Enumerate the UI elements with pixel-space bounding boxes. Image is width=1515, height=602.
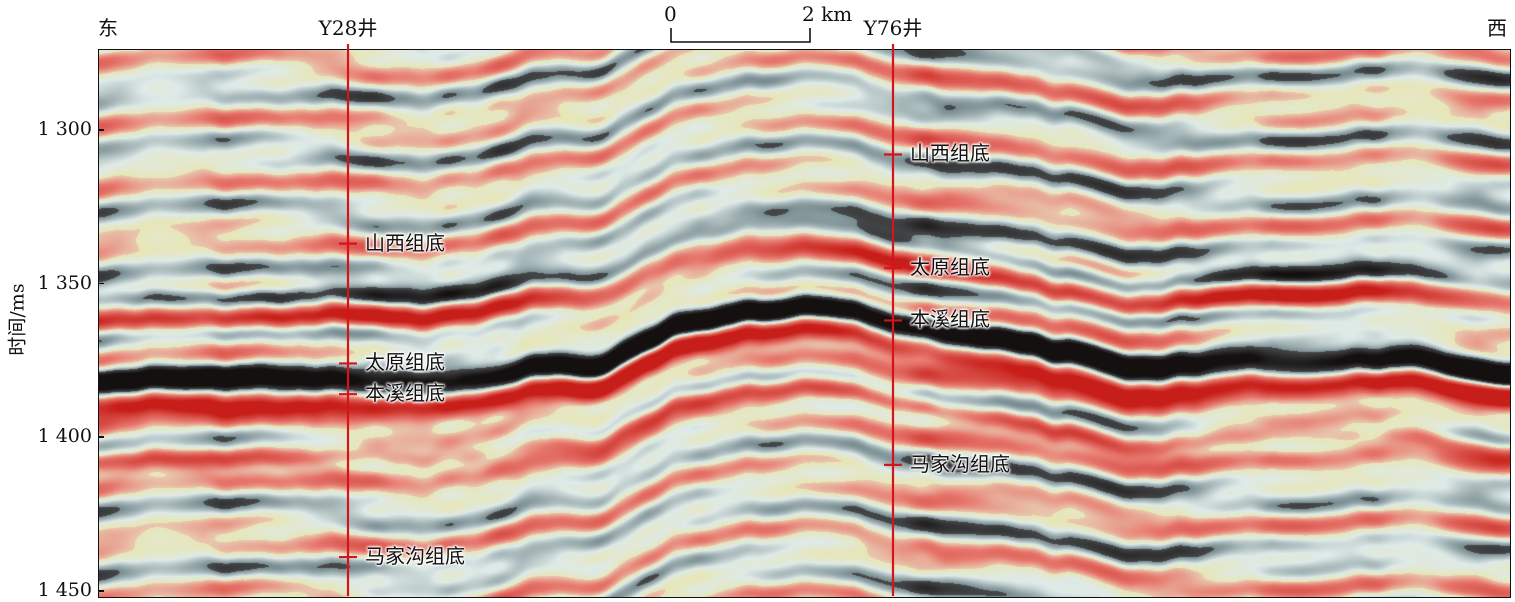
scale-bar-start-label: 0 <box>664 2 677 26</box>
horizon-label: 马家沟组底 <box>365 544 465 569</box>
direction-label-west: 西 <box>1487 16 1507 40</box>
y-tick-mark <box>98 590 104 592</box>
well-name-label: Y28井 <box>318 16 378 40</box>
horizon-label: 本溪组底 <box>365 381 445 406</box>
y-tick-label: 1 400 <box>37 425 92 448</box>
y-tick-label: 1 450 <box>37 578 92 601</box>
horizon-label: 山西组底 <box>365 230 445 255</box>
seismic-section-image <box>99 50 1510 597</box>
horizon-label: 太原组底 <box>910 255 990 280</box>
direction-label-east: 东 <box>98 16 118 40</box>
horizon-label: 山西组底 <box>910 141 990 166</box>
horizon-label: 马家沟组底 <box>910 451 1010 476</box>
y-tick-mark <box>98 129 104 131</box>
scale-bar-end-label: 2 km <box>802 2 853 26</box>
well-name-label: Y76井 <box>863 16 923 40</box>
horizon-label: 本溪组底 <box>910 307 990 332</box>
horizon-label: 太原组底 <box>365 350 445 375</box>
y-tick-mark <box>98 436 104 438</box>
y-tick-mark <box>98 282 104 285</box>
scale-bar-line <box>670 28 811 43</box>
y-tick-label: 1 350 <box>37 271 92 294</box>
y-tick-label: 1 300 <box>37 117 92 140</box>
